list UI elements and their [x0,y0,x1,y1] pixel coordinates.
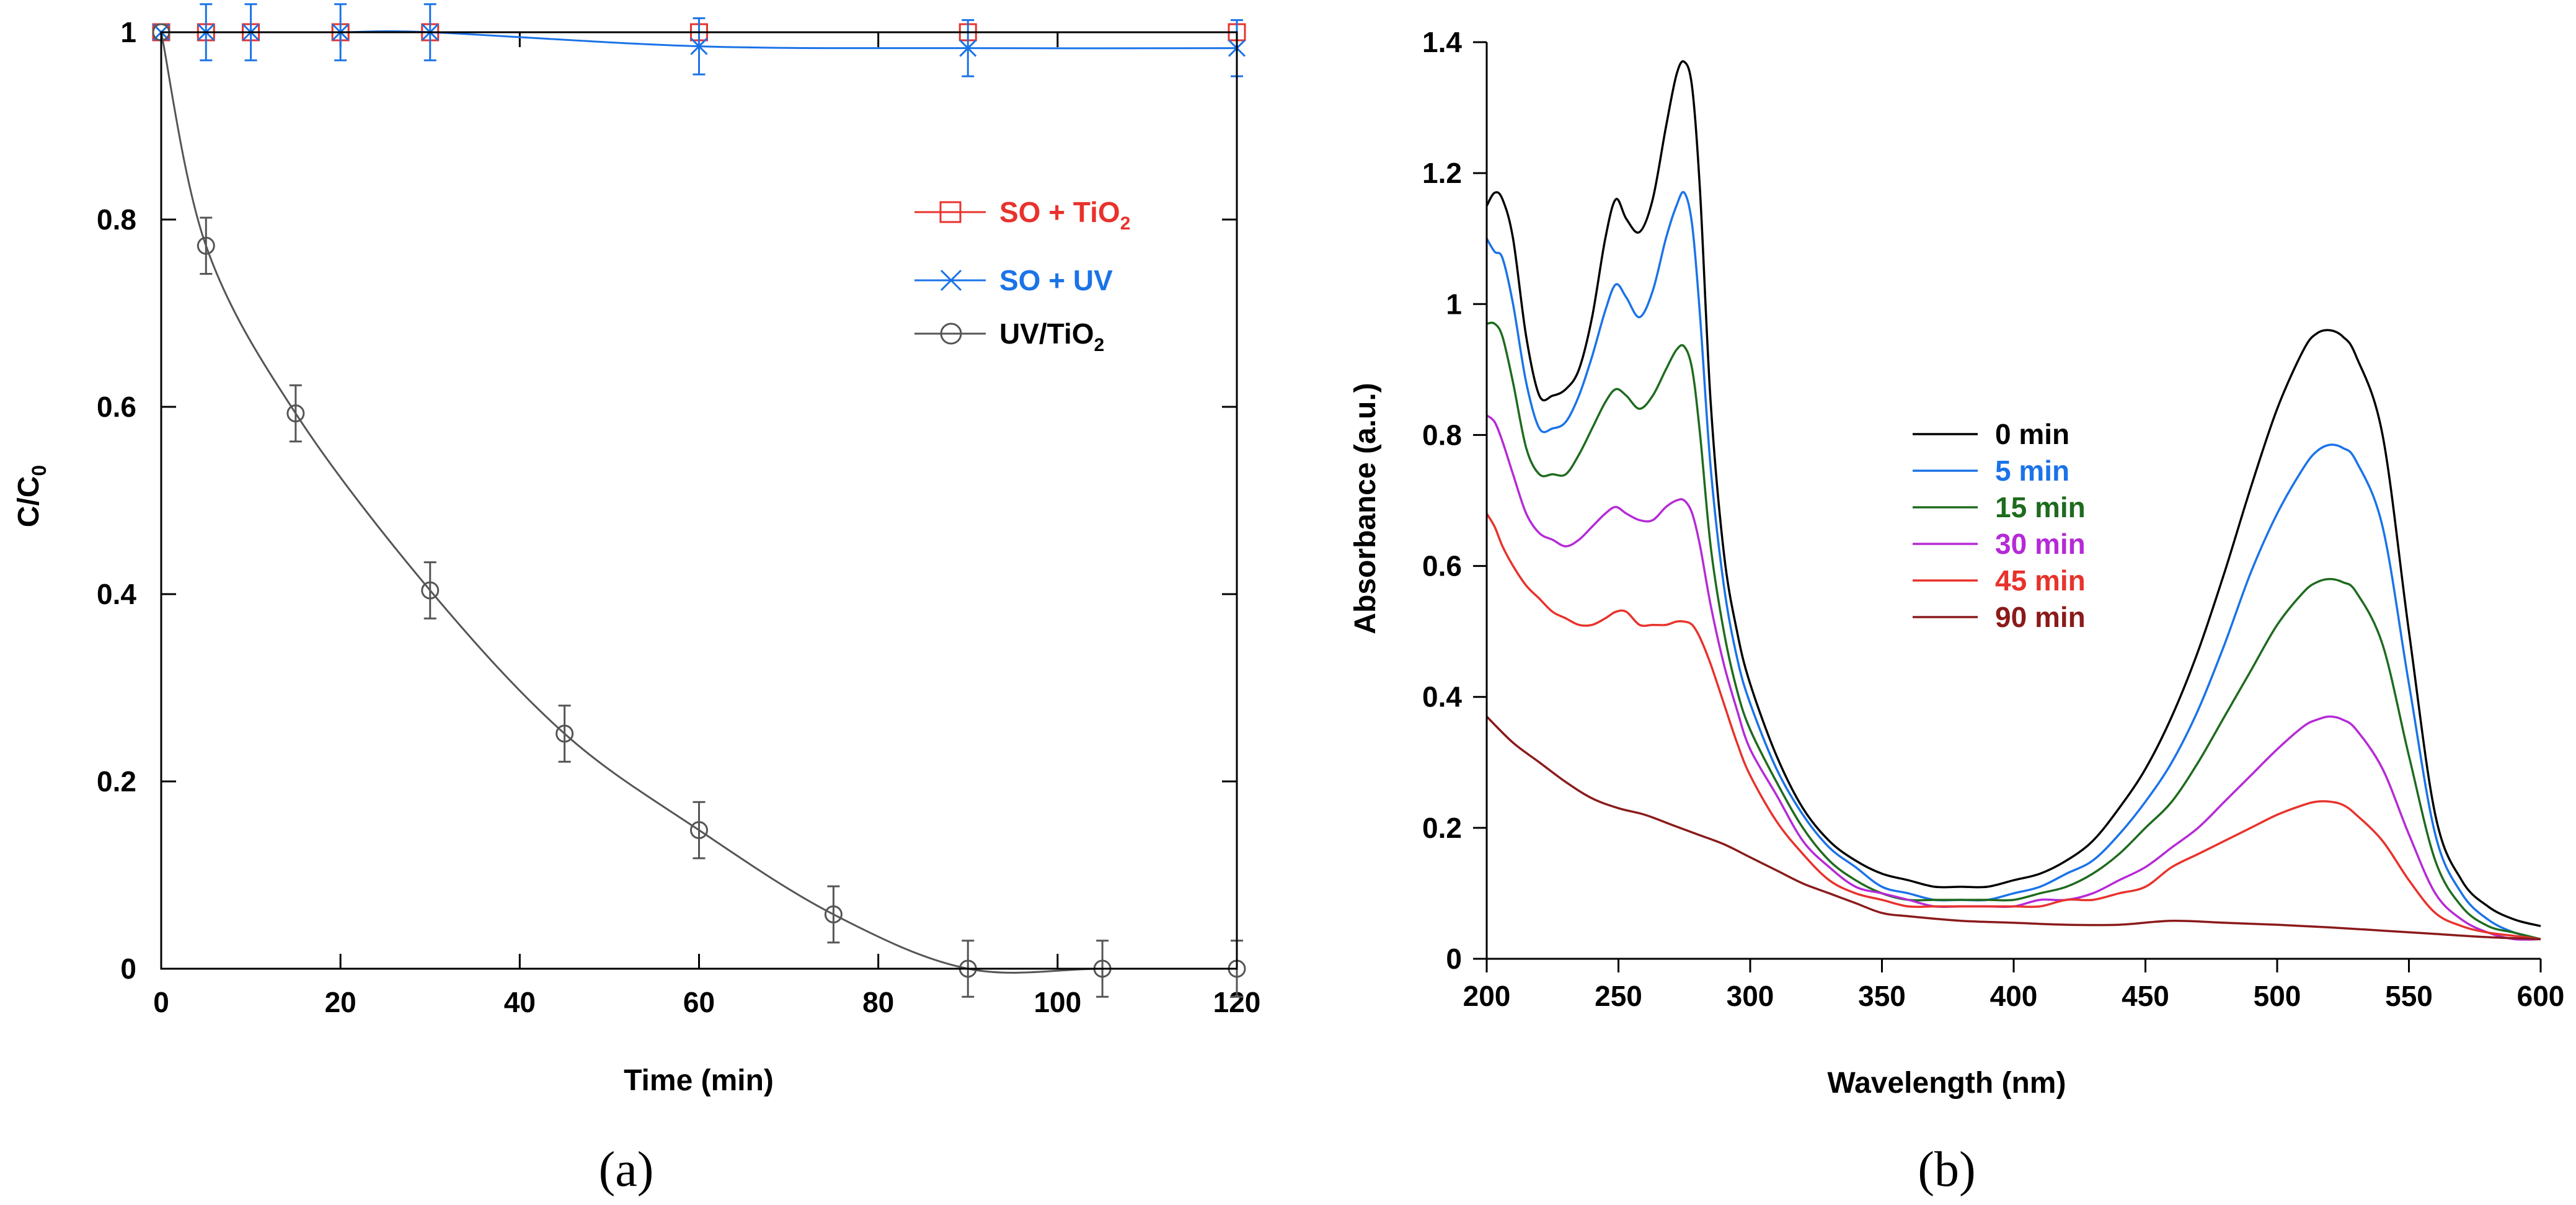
y-tick-label: 1.4 [1422,26,1462,58]
legend-item-so-uv: SO + UV [914,264,1113,296]
spectrum-line-90-min [1485,716,2541,941]
panel-b-ticks: 200 250 300 350 400 450 500 550 600 0 0.2 0.4 0.6 0.8… [1422,26,2564,1012]
panel-b-axes [1485,42,2541,960]
legend-item-45-min: 45 min [1913,564,2086,597]
y-tick-label: 1 [1446,288,1462,320]
legend-item-30-min: 30 min [1913,528,2086,560]
legend-item-15-min: 15 min [1913,491,2086,523]
error-bar [558,705,571,763]
panel-a-legend: SO + TiO2 SO + UV UV/TiO2 [914,196,1130,355]
panel-a-y-axis-label-sub: 0 [28,465,50,476]
x-tick-label: 500 [2254,980,2301,1012]
y-tick-label: 0.8 [1422,419,1462,451]
legend-label: 5 min [1995,455,2069,487]
y-tick-label: 0.8 [97,203,136,236]
y-tick-label: 0 [120,953,136,985]
y-tick-label: 0.4 [1422,681,1462,713]
x-tick-label: 400 [1990,980,2038,1012]
y-tick-label: 0.4 [97,578,136,610]
x-tick-label: 20 [325,986,356,1018]
y-tick-label: 0.6 [97,391,136,423]
error-bar [289,384,302,443]
legend-label-so-tio2: SO + TiO2 [999,196,1130,234]
legend-label-so-uv: SO + UV [999,264,1113,296]
legend-circle-marker [940,322,962,345]
y-tick-label: 1 [120,16,136,48]
x-tick-label: 60 [683,986,715,1018]
legend-label: 45 min [1995,564,2086,597]
panel-a-y-axis-label: C/C0 [12,465,50,527]
panel-b-series [1485,60,2541,941]
legend-label: 0 min [1995,418,2069,450]
panel-b-x-axis-label: Wavelength (nm) [1828,1067,2066,1100]
y-tick-label: 0.2 [97,765,136,798]
y-tick-label: 0 [1446,943,1462,975]
data-point [959,39,977,57]
y-tick-label: 0.6 [1422,550,1462,582]
panel-a-y-axis-label-main: C/C [12,476,45,528]
legend-label-uv-tio2: UV/TiO2 [999,318,1104,355]
data-point [824,905,843,923]
panel-b-label: (b) [1918,1142,1975,1197]
panel-b-chart: 200 250 300 350 400 450 500 550 600 0 0.2 0.4 0.6 0.8… [1349,26,2564,1197]
data-point [286,404,305,423]
data-point [555,724,574,743]
data-point [690,37,708,55]
x-tick-label: 100 [1033,986,1081,1018]
spectrum-line-5-min [1485,190,2541,941]
y-tick-label: 1.2 [1422,157,1462,189]
x-tick-label: 250 [1595,980,1642,1012]
legend-item-90-min: 90 min [1913,601,2086,633]
spectrum-line-45-min [1485,513,2541,941]
x-tick-label: 600 [2517,980,2565,1012]
legend-square-marker [939,201,962,223]
y-tick-label: 0.2 [1422,812,1462,844]
legend-label: 90 min [1995,601,2086,633]
x-tick-label: 550 [2385,980,2433,1012]
error-bar [693,801,706,860]
data-point [421,581,440,600]
legend-item-5-min: 5 min [1913,455,2069,487]
x-tick-label: 350 [1858,980,1906,1012]
data-point [690,821,708,840]
spectrum-line-0-min [1485,60,2541,927]
panel-a-label: (a) [599,1142,654,1197]
legend-item-so-tio2: SO + TiO2 [914,196,1130,234]
error-bar [200,216,213,275]
x-tick-label: 300 [1727,980,1774,1012]
panel-a-plot-frame [160,31,1238,970]
x-tick-label: 40 [504,986,536,1018]
error-bar [827,885,840,944]
spectrum-line-15-min [1486,321,2541,941]
x-tick-label: 0 [153,986,169,1018]
error-bar [423,561,436,620]
x-tick-label: 450 [2122,980,2169,1012]
data-point [197,236,215,255]
panel-b-legend: 0 min 5 min 15 min 30 min 45 min 90 min [1913,418,2086,633]
legend-label: 15 min [1995,491,2086,523]
series-line [160,32,1237,974]
spectrum-line-30-min [1485,414,2541,941]
x-tick-label: 80 [862,986,894,1018]
legend-x-marker [940,269,962,291]
legend-item-uv-tio2: UV/TiO2 [914,318,1104,355]
panel-b-y-axis-label: Absorbance (a.u.) [1349,383,1382,634]
legend-label: 30 min [1995,528,2086,560]
x-tick-label: 200 [1463,980,1511,1012]
legend-item-0-min: 0 min [1913,418,2069,450]
panel-a-x-axis-label: Time (min) [624,1064,774,1097]
